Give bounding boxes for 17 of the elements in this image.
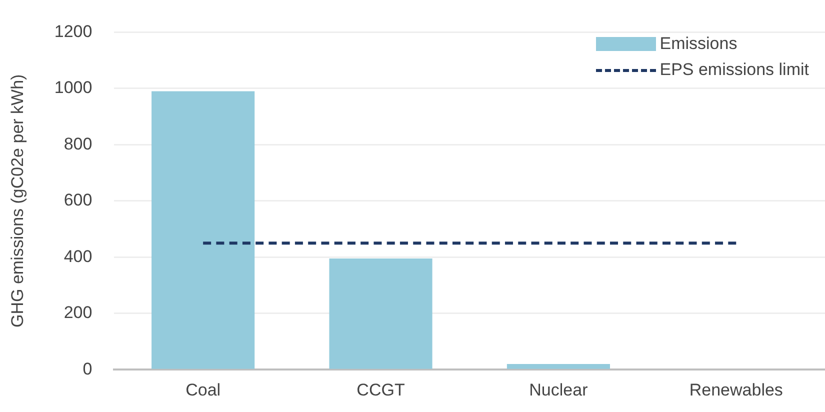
- y-tick-label: 800: [64, 134, 92, 154]
- x-tick-label: CCGT: [356, 380, 405, 400]
- x-tick-label: Coal: [186, 380, 221, 400]
- legend-label: Emissions: [660, 34, 738, 54]
- y-tick-label: 1200: [54, 22, 92, 41]
- bar: [152, 91, 255, 369]
- bar: [506, 364, 610, 369]
- y-tick-label: 400: [64, 246, 92, 266]
- x-tick-label: Renewables: [689, 380, 783, 400]
- y-tick-label: 600: [64, 190, 92, 210]
- bar: [329, 258, 432, 369]
- y-tick-label: 200: [64, 303, 92, 322]
- y-axis-title: GHG emissions (gC02e per kWh): [8, 74, 27, 328]
- x-tick-label: Nuclear: [529, 380, 588, 400]
- legend-label: EPS emissions limit: [660, 60, 809, 80]
- y-tick-label: 1000: [54, 78, 92, 98]
- y-tick-label: 0: [82, 359, 92, 378]
